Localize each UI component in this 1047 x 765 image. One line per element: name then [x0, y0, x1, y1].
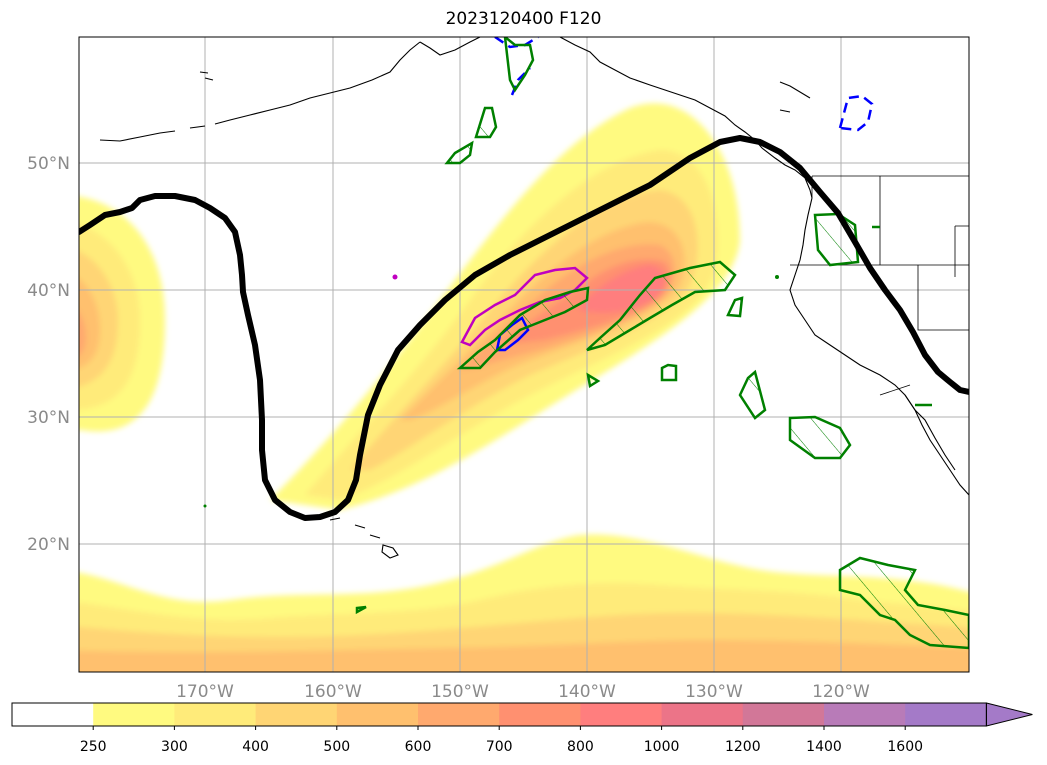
- colorbar-tick-label: 1400: [806, 739, 842, 755]
- alaska-coast: [419, 37, 756, 141]
- lon-label: 170°W: [176, 682, 234, 702]
- colorbar-segment: [580, 703, 663, 726]
- us-west-coast: [789, 197, 969, 496]
- lon-label: 120°W: [812, 682, 870, 702]
- colorbar-tick-label: 400: [242, 739, 269, 755]
- map-area: [79, 37, 969, 672]
- green-contour-jet-east: [586, 260, 737, 352]
- colorbar-segment: [255, 703, 338, 726]
- green-contour-south: [788, 415, 852, 460]
- coastlines: [99, 37, 969, 559]
- colorbar-segment: [12, 703, 94, 726]
- lon-label: 160°W: [304, 682, 362, 702]
- lon-label: 130°W: [685, 682, 743, 702]
- lon-label: 140°W: [558, 682, 616, 702]
- colorbar-segment: [824, 703, 906, 726]
- bc-coast: [754, 139, 813, 199]
- chart-title: 2023120400 F120: [445, 9, 602, 29]
- colorbar-tick-label: 1200: [725, 739, 761, 755]
- lat-label: 50°N: [27, 154, 70, 174]
- colorbar-segment: [174, 703, 257, 726]
- borders: [790, 175, 969, 396]
- baja: [904, 394, 956, 471]
- lat-label: 30°N: [27, 408, 70, 428]
- aleutian-islands: [99, 41, 421, 142]
- green-contour-jet-core: [456, 286, 590, 370]
- colorbar: 250 300 400 500 600 700 800 1000 1200 1400 1600: [11, 702, 1033, 755]
- magenta-small-contour: [392, 274, 398, 280]
- colorbar-tick-label: 600: [405, 739, 432, 755]
- colorbar-segment: [742, 703, 825, 726]
- colorbar-segment: [499, 703, 581, 726]
- colorbar-segment: [418, 703, 500, 726]
- colorbar-extend-arrow: [985, 702, 1033, 727]
- colorbar-segment: [336, 703, 419, 726]
- lon-label: 150°W: [431, 682, 489, 702]
- colorbar-tick-label: 700: [486, 739, 513, 755]
- lat-label: 40°N: [27, 281, 70, 301]
- contour-west-600: [79, 312, 86, 356]
- hawaii-islands: [329, 517, 399, 559]
- colorbar-tick-label: 250: [80, 739, 107, 755]
- colorbar-segment: [93, 703, 175, 726]
- contour-south-500: [79, 640, 969, 672]
- colorbar-tick-label: 500: [323, 739, 350, 755]
- colorbar-tick-label: 800: [567, 739, 594, 755]
- map-frame: [78, 36, 970, 673]
- colorbar-segment: [661, 703, 744, 726]
- colorbar-tick-label: 1000: [644, 739, 680, 755]
- colorbar-segment: [905, 703, 987, 726]
- black-thick-contour: [79, 135, 969, 521]
- colorbar-tick-label: 300: [161, 739, 188, 755]
- colorbar-tick-label: 1600: [887, 739, 923, 755]
- magenta-contour: [460, 266, 589, 347]
- filled-contours: [79, 103, 969, 672]
- green-contour-south-east: [838, 556, 969, 650]
- lat-label: 20°N: [27, 535, 70, 555]
